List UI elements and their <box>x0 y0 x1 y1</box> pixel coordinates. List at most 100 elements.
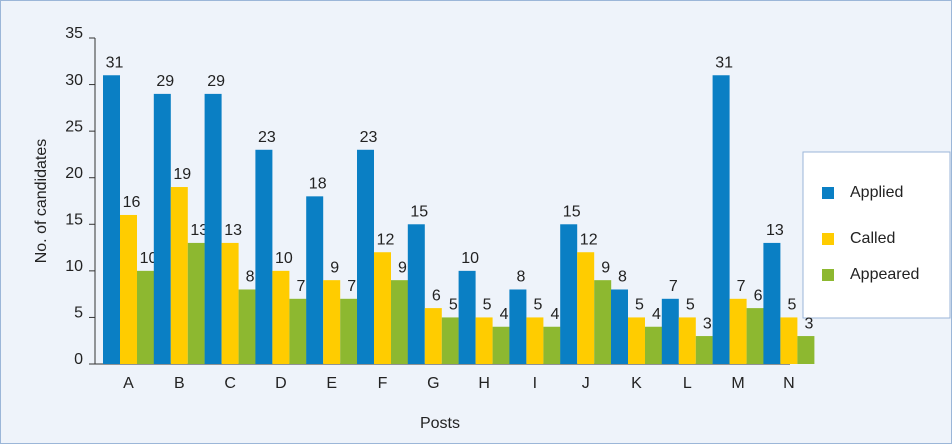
data-label: 7 <box>669 278 678 295</box>
data-label: 9 <box>601 259 610 276</box>
y-tick-label: 15 <box>65 212 83 229</box>
data-label: 9 <box>398 259 407 276</box>
data-label: 18 <box>309 176 327 193</box>
bar <box>204 93 222 364</box>
bar <box>560 224 578 364</box>
data-label: 8 <box>516 269 525 286</box>
bar <box>645 326 662 364</box>
data-label: 5 <box>787 297 796 314</box>
bar <box>594 280 612 364</box>
bar <box>458 270 476 364</box>
bar <box>153 93 171 364</box>
bar <box>391 280 408 364</box>
bar <box>729 298 747 364</box>
bar <box>763 242 781 364</box>
bar <box>323 280 341 364</box>
data-label: 7 <box>737 278 746 295</box>
data-label: 15 <box>563 204 581 221</box>
bar <box>306 196 324 364</box>
data-label: 19 <box>173 166 191 183</box>
data-label: 31 <box>106 54 124 71</box>
bar <box>374 252 391 364</box>
x-tick-label: A <box>123 375 134 392</box>
data-label: 10 <box>275 250 293 267</box>
x-tick-label: B <box>174 375 185 392</box>
legend-swatch <box>822 269 834 281</box>
data-label: 10 <box>140 250 158 267</box>
data-label: 13 <box>766 222 784 239</box>
bar <box>221 242 239 364</box>
data-label: 4 <box>500 306 509 323</box>
bar <box>407 224 425 364</box>
bar <box>492 326 510 364</box>
x-tick-label: E <box>326 375 337 392</box>
bar <box>255 149 273 364</box>
x-tick-label: F <box>378 375 388 392</box>
legend-label: Applied <box>850 184 903 201</box>
bar <box>780 317 798 364</box>
x-tick-label: H <box>478 375 490 392</box>
data-label: 13 <box>224 222 242 239</box>
data-label: 31 <box>715 54 733 71</box>
data-label: 29 <box>207 73 225 90</box>
bar <box>577 252 595 364</box>
legend-swatch <box>822 233 834 245</box>
x-tick-label: C <box>224 375 236 392</box>
x-tick-label: J <box>582 375 590 392</box>
data-label: 16 <box>123 194 141 211</box>
data-label: 7 <box>296 278 305 295</box>
legend-swatch <box>822 187 834 199</box>
bar <box>441 317 459 364</box>
x-tick-label: K <box>631 375 642 392</box>
data-label: 4 <box>550 306 559 323</box>
data-label: 23 <box>360 129 378 146</box>
bar <box>103 75 120 364</box>
x-tick-label: G <box>427 375 439 392</box>
y-tick-label: 0 <box>74 351 83 368</box>
data-label: 5 <box>533 297 542 314</box>
x-tick-label: I <box>533 375 537 392</box>
y-tick-label: 30 <box>65 72 83 89</box>
data-label: 29 <box>156 73 174 90</box>
bar <box>611 289 628 364</box>
bar <box>137 270 154 364</box>
legend-label: Appeared <box>850 266 919 283</box>
bar <box>509 289 527 364</box>
y-tick-label: 5 <box>74 305 83 322</box>
data-label: 3 <box>703 315 712 332</box>
bar <box>187 242 205 364</box>
data-label: 7 <box>347 278 356 295</box>
bar <box>797 336 815 364</box>
data-label: 6 <box>432 287 441 304</box>
data-label: 8 <box>246 269 255 286</box>
x-tick-label: D <box>275 375 287 392</box>
bar <box>340 298 358 364</box>
bar <box>661 298 679 364</box>
bar <box>170 187 188 364</box>
bar <box>424 308 442 364</box>
x-tick-label: M <box>731 375 744 392</box>
y-axis-label: No. of candidates <box>33 139 50 264</box>
x-tick-label: N <box>783 375 795 392</box>
bar <box>712 75 730 364</box>
data-label: 8 <box>618 269 627 286</box>
x-axis-label: Posts <box>420 415 460 432</box>
bar <box>543 326 561 364</box>
y-tick-label: 25 <box>65 118 83 135</box>
bar <box>272 270 290 364</box>
data-label: 3 <box>804 315 813 332</box>
data-label: 15 <box>410 204 428 221</box>
data-label: 9 <box>330 259 339 276</box>
data-label: 5 <box>635 297 644 314</box>
data-label: 5 <box>449 297 458 314</box>
data-label: 6 <box>754 287 763 304</box>
bar <box>475 317 493 364</box>
data-label: 23 <box>258 129 276 146</box>
y-tick-label: 10 <box>65 258 83 275</box>
bar <box>695 336 713 364</box>
bar <box>678 317 696 364</box>
bar <box>357 149 374 364</box>
data-label: 10 <box>461 250 479 267</box>
bar <box>526 317 544 364</box>
